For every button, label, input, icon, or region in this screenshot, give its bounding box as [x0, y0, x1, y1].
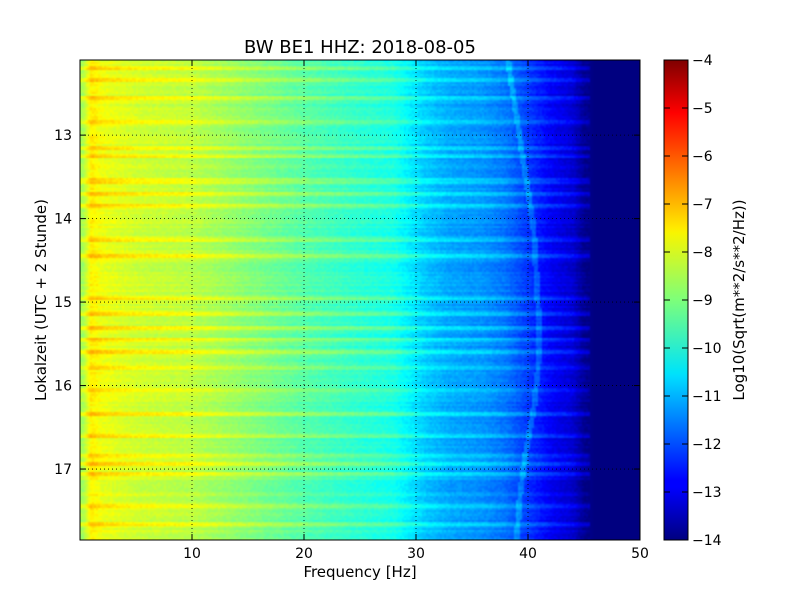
colorbar-tick-label: −9	[692, 293, 713, 309]
colorbar-tick-label: −13	[692, 485, 722, 501]
colorbar-tick-label: −14	[692, 533, 722, 549]
x-axis: 10 20 30 40 50	[183, 60, 649, 562]
colorbar-tick-label: −4	[692, 53, 713, 69]
colorbar: −4 −5 −6 −7 −8 −9 −10 −11 −12 −13 −14 Log10(Sqrt(m…	[663, 53, 748, 549]
colorbar-label: Log10(Sqrt(m**2/s**2/Hz))	[730, 199, 748, 400]
colorbar-tick-label: −10	[692, 341, 722, 357]
grid-lines	[80, 60, 640, 540]
x-tick-label: 30	[407, 546, 425, 562]
colorbar-tick-label: −7	[692, 197, 713, 213]
x-tick-label: 10	[183, 546, 201, 562]
y-tick-label: 14	[54, 212, 72, 228]
plot-frame	[79, 59, 641, 541]
colorbar-ticks: −4 −5 −6 −7 −8 −9 −10 −11 −12 −13 −14	[664, 53, 722, 549]
x-tick-label: 50	[631, 546, 649, 562]
y-tick-label: 17	[54, 462, 72, 478]
x-tick-label: 20	[295, 546, 313, 562]
y-tick-label: 15	[54, 295, 72, 311]
colorbar-tick-label: −12	[692, 437, 722, 453]
colorbar-tick-label: −11	[692, 389, 722, 405]
colorbar-tick-label: −8	[692, 245, 713, 261]
x-axis-label: Frequency [Hz]	[303, 563, 416, 581]
y-tick-label: 13	[54, 128, 72, 144]
x-tick-label: 40	[519, 546, 537, 562]
y-axis: 13 14 15 16 17	[54, 128, 640, 478]
y-axis-label: Lokalzeit (UTC + 2 Stunde)	[32, 199, 50, 401]
spectrogram-heatmap	[80, 60, 640, 540]
y-tick-label: 16	[54, 379, 72, 395]
chart-title: BW BE1 HHZ: 2018-08-05	[244, 37, 476, 58]
colorbar-tick-label: −5	[692, 101, 713, 117]
plot-area: 10 20 30 40 50 13 14 15 16 17	[54, 59, 649, 562]
colorbar-tick-label: −6	[692, 149, 713, 165]
